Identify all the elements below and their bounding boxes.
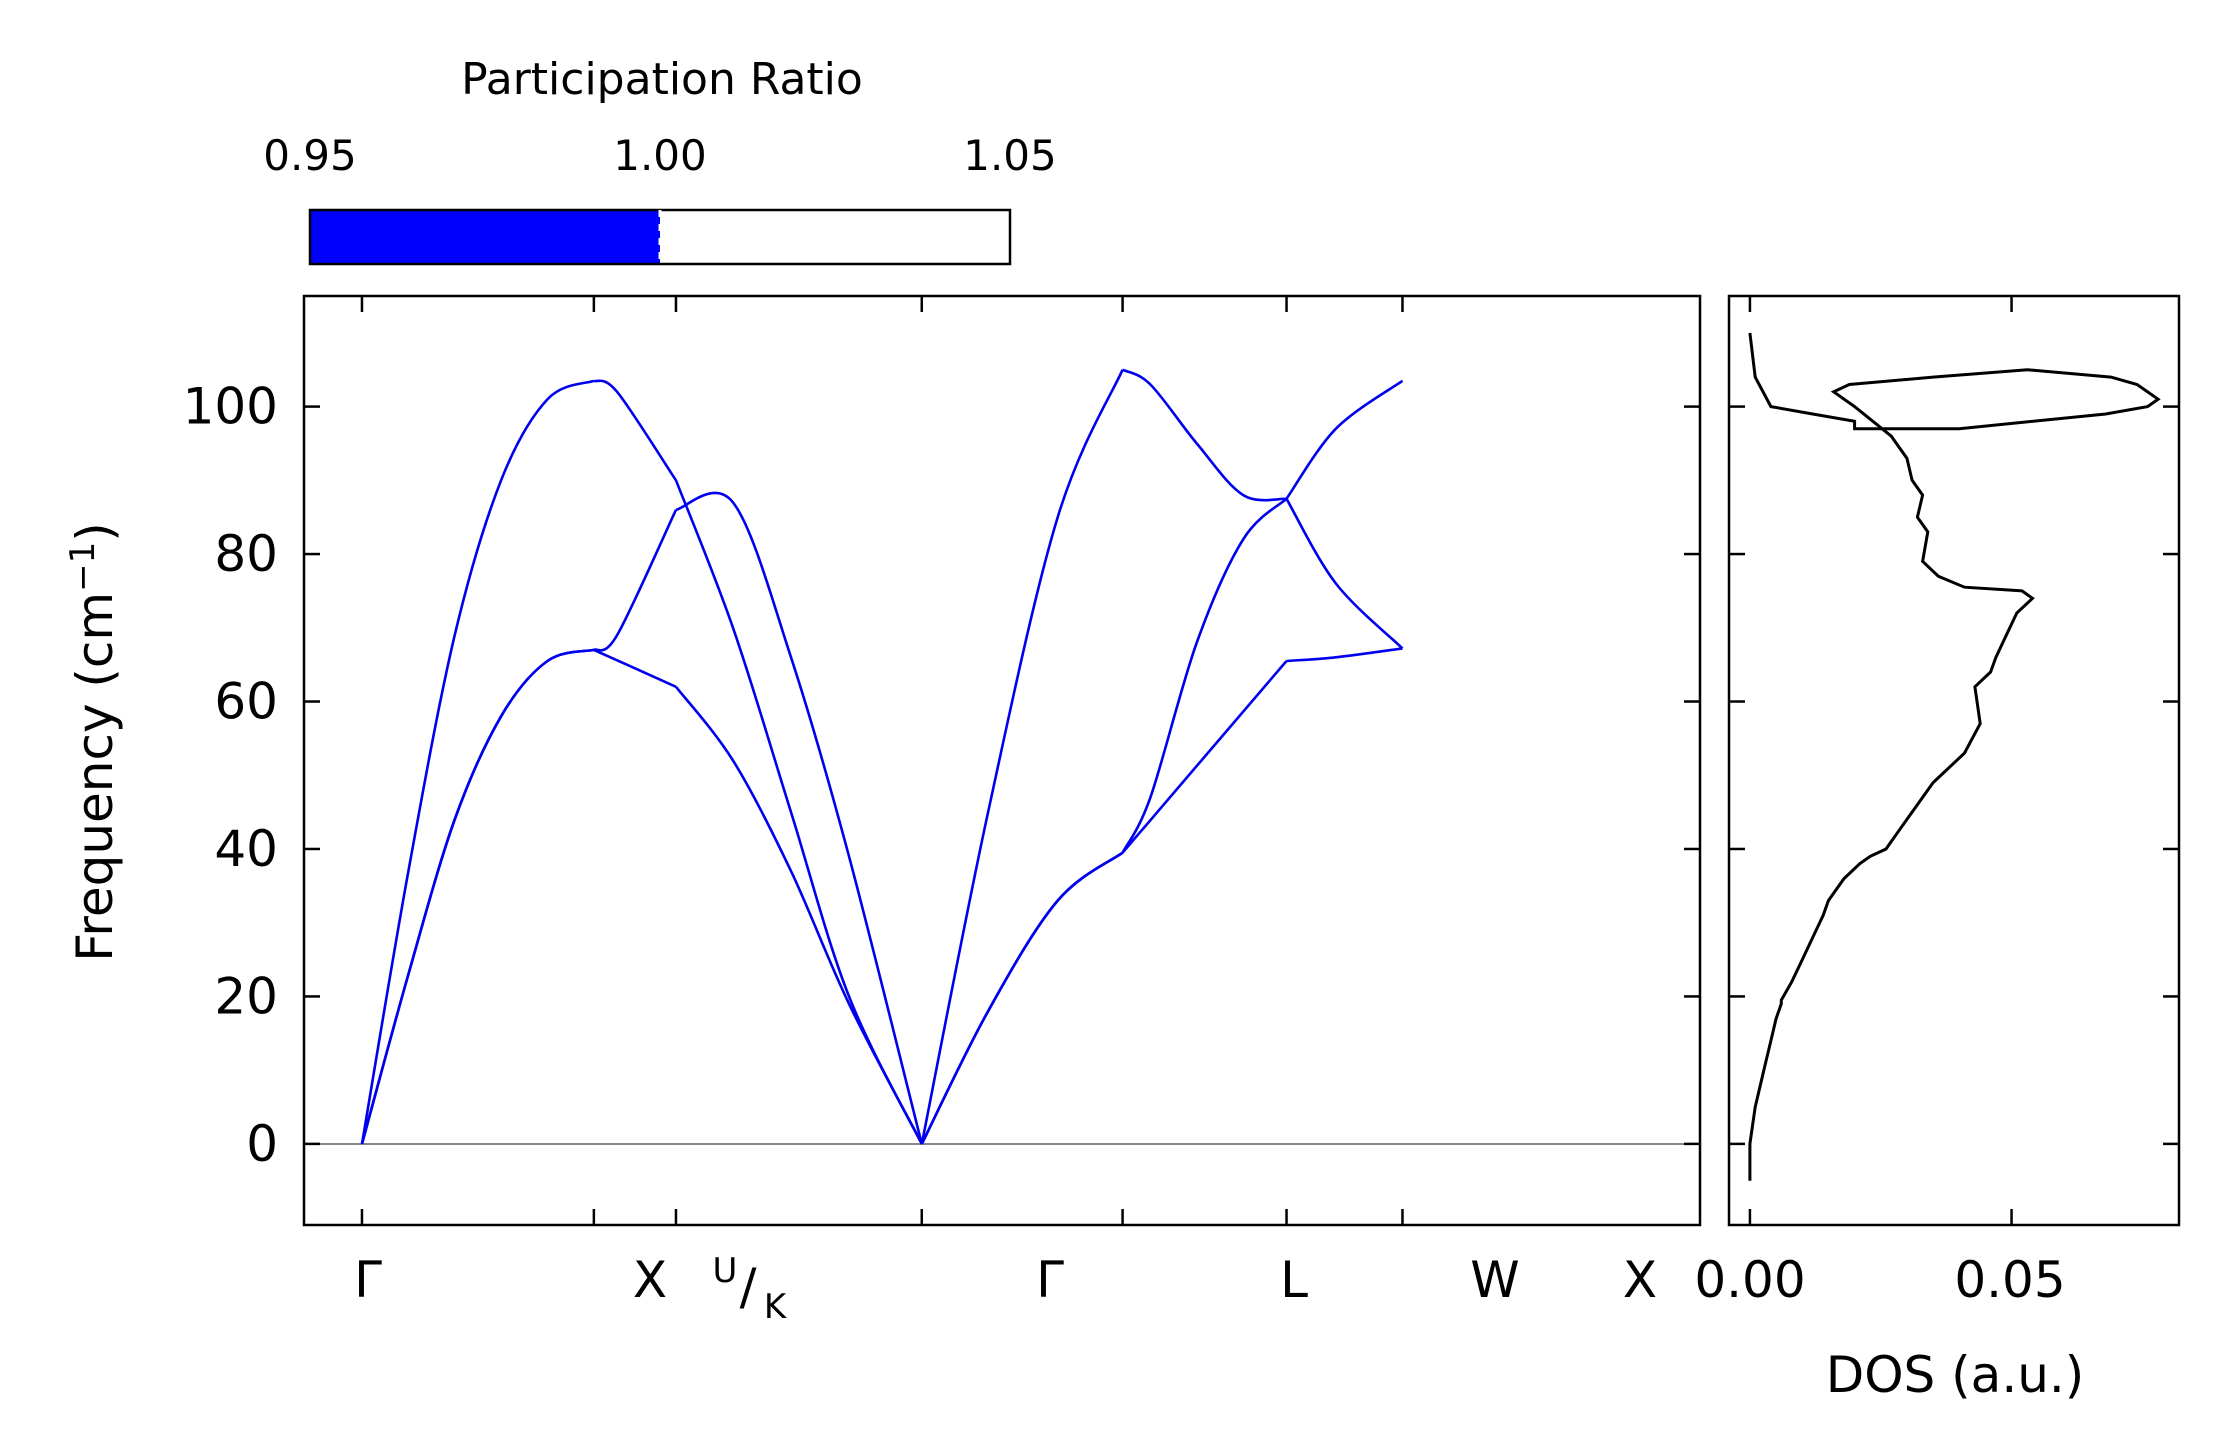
dos-tick-label: 0.00	[1694, 1251, 1805, 1309]
kpoint-label-x: X	[1623, 1251, 1657, 1309]
dos-y-ticks	[1729, 405, 2179, 1146]
y-tick-label: 80	[214, 525, 278, 583]
colorbar-tick-label: 1.00	[613, 131, 707, 180]
kpoint-label-w: W	[1470, 1251, 1519, 1309]
dos-x-ticks	[1748, 296, 2013, 1225]
dos-plot-frame	[1727, 294, 2181, 1227]
high-symmetry-ticks	[360, 296, 1404, 1225]
kpoint-label-gamma: Γ	[1036, 1251, 1064, 1309]
dos-x-axis-label: DOS (a.u.)	[1826, 1346, 2085, 1404]
y-tick-label: 100	[183, 378, 278, 436]
y-axis-label: Frequency (cm−1)	[63, 522, 124, 962]
colorbar-fill	[310, 210, 660, 264]
band-plot-frame	[302, 294, 1702, 1227]
dos-tick-label: 0.05	[1954, 1251, 2065, 1309]
y-axis-label-main: Frequency (cm	[66, 592, 124, 962]
kpoint-label-slash: /	[740, 1258, 757, 1316]
y-tick-label: 60	[214, 673, 278, 731]
band-lines	[360, 368, 1404, 1145]
y-tick-label: 20	[214, 967, 278, 1025]
dos-panel: 0.00 0.05 DOS (a.u.)	[1694, 294, 2181, 1404]
y-axis-label-sup: −1	[63, 542, 103, 592]
band-band-3	[360, 379, 1404, 1145]
colorbar: Participation Ratio 0.95 1.00 1.05	[263, 54, 1057, 266]
y-tick-label: 40	[214, 820, 278, 878]
y-tick-label: 0	[246, 1115, 278, 1173]
x-axis-labels: Γ X U / K Γ L W X	[354, 1251, 1657, 1327]
kpoint-label-u-sup: U	[713, 1251, 738, 1291]
kpoint-label-k-sub: K	[764, 1287, 788, 1327]
kpoint-label-x: X	[633, 1251, 667, 1309]
colorbar-tick-label: 0.95	[263, 131, 357, 180]
kpoint-label-l: L	[1280, 1251, 1308, 1309]
colorbar-title: Participation Ratio	[461, 54, 863, 105]
band-band-2	[360, 368, 1404, 1145]
band-structure-panel: 0 20 40 60 80 100 Γ X U / K Γ L W X Frequency…	[63, 294, 1702, 1327]
y-axis-label-close: )	[66, 522, 124, 542]
dos-line	[1748, 332, 2161, 1181]
y-axis-ticks: 0 20 40 60 80 100	[183, 378, 1700, 1173]
kpoint-label-gamma: Γ	[354, 1251, 382, 1309]
colorbar-tick-label: 1.05	[963, 131, 1057, 180]
